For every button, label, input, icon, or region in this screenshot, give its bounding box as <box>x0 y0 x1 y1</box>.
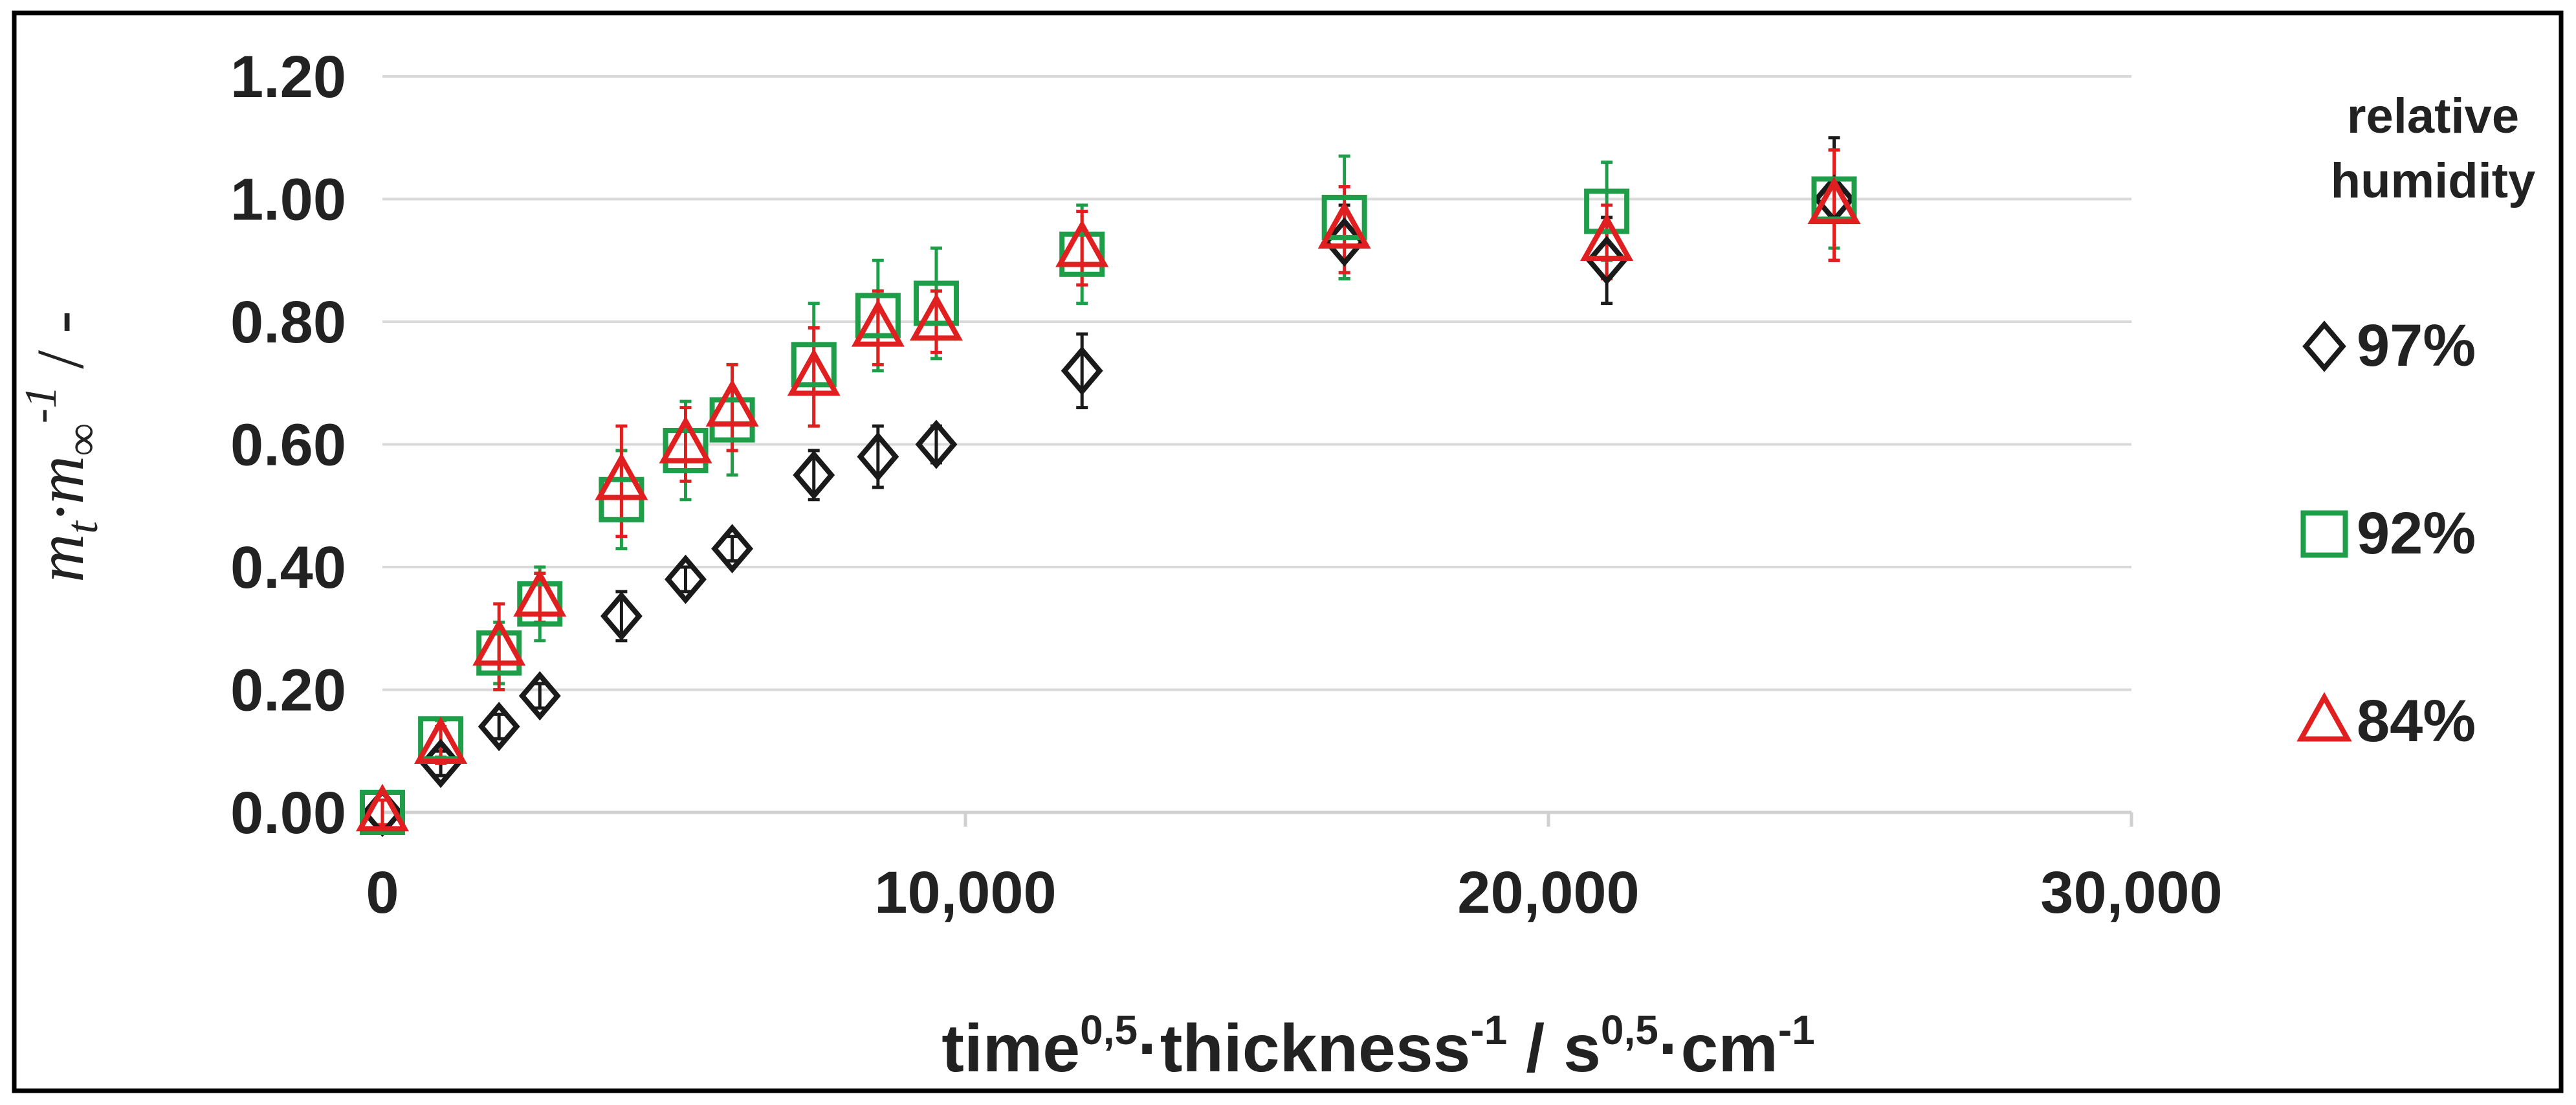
x-axis-title-sup: -1 <box>1470 1007 1507 1053</box>
x-tick-labels: 0 10,000 20,000 30,000 <box>366 860 2222 926</box>
data-markers <box>355 174 1861 838</box>
y-axis-title-part: ·m <box>23 456 98 521</box>
x-tick-label: 30,000 <box>2040 860 2222 926</box>
x-axis-title-sup: 0,5 <box>1601 1007 1658 1053</box>
y-tick-labels: 0.00 0.20 0.40 0.60 0.80 1.00 1.20 <box>230 44 346 846</box>
marker-square-92 <box>476 630 522 676</box>
y-tick-label: 0.80 <box>230 289 346 355</box>
marker-diamond-97 <box>665 554 707 605</box>
chart-frame <box>12 10 2564 1093</box>
marker-square-92 <box>1321 194 1367 240</box>
legend: relative humidity 97% 92% 84% <box>2296 89 2536 754</box>
y-axis-title-sub: ∞ <box>58 423 107 456</box>
y-tick-label: 0.60 <box>230 412 346 478</box>
y-axis-title-sub: t <box>58 520 107 534</box>
y-tick-label: 0.40 <box>230 535 346 601</box>
marker-square-92 <box>1584 188 1630 234</box>
x-tick-label: 0 <box>366 860 399 926</box>
marker-square-92 <box>663 427 709 473</box>
x-tick-label: 10,000 <box>874 860 1056 926</box>
marker-triangle-84 <box>472 618 526 666</box>
legend-title-line-2: humidity <box>2331 153 2536 208</box>
marker-triangle-84 <box>595 452 648 500</box>
y-tick-label: 0.20 <box>230 658 346 724</box>
marker-triangle-84 <box>355 783 410 832</box>
marker-square-92 <box>913 280 959 326</box>
x-axis-title-part: ·cm <box>1658 1011 1778 1086</box>
legend-item-84: 84% <box>2296 688 2476 754</box>
marker-triangle-84 <box>851 299 905 347</box>
y-axis-title-part: / - <box>23 311 98 386</box>
x-tick-label: 20,000 <box>1457 860 1639 926</box>
marker-diamond-97 <box>915 419 958 469</box>
marker-square-92 <box>1059 231 1105 277</box>
legend-title-line-1: relative <box>2347 89 2519 144</box>
legend-item-97: 97% <box>2302 313 2476 379</box>
marker-diamond-97 <box>478 702 520 752</box>
square-icon <box>2300 510 2348 558</box>
legend-label-84: 84% <box>2357 688 2476 754</box>
marker-diamond-97 <box>1061 346 1103 396</box>
marker-square-92 <box>855 293 901 339</box>
y-axis-title: mt·m∞-1 / - <box>16 311 107 582</box>
x-axis-title-part: / s <box>1507 1011 1601 1086</box>
marker-triangle-84 <box>513 569 567 617</box>
x-axis-title-sup: 0,5 <box>1080 1007 1138 1053</box>
marker-triangle-84 <box>909 293 963 341</box>
x-axis-title-sup: -1 <box>1778 1007 1815 1053</box>
marker-square-92 <box>791 342 837 388</box>
x-axis-title-part: ·thickness <box>1138 1011 1470 1086</box>
marker-diamond-97 <box>711 524 754 574</box>
gridlines <box>382 75 2131 691</box>
y-tick-label: 1.20 <box>230 44 346 110</box>
legend-label-92: 92% <box>2357 500 2476 566</box>
x-axis-title: time0,5·thickness-1 / s0,5·cm-1 <box>941 1007 1815 1086</box>
x-axis-title-part: time <box>941 1011 1080 1086</box>
y-axis-title-sup: -1 <box>16 386 66 423</box>
y-tick-label: 0.00 <box>230 780 346 846</box>
legend-label-97: 97% <box>2357 313 2476 379</box>
diamond-icon <box>2302 320 2346 372</box>
triangle-icon <box>2296 692 2352 742</box>
marker-triangle-84 <box>1580 213 1634 262</box>
marker-diamond-97 <box>1585 236 1628 285</box>
marker-triangle-84 <box>659 416 712 463</box>
marker-triangle-84 <box>787 348 841 396</box>
marker-diamond-97 <box>857 432 899 482</box>
marker-diamond-97 <box>518 671 561 721</box>
y-tick-label: 1.00 <box>230 167 346 233</box>
marker-triangle-84 <box>1055 219 1109 267</box>
marker-triangle-84 <box>414 716 468 764</box>
marker-triangle-84 <box>1807 176 1861 225</box>
legend-item-92: 92% <box>2300 500 2476 566</box>
marker-square-92 <box>517 581 563 627</box>
marker-triangle-84 <box>705 379 759 427</box>
y-axis-title-part: m <box>23 534 98 583</box>
marker-triangle-84 <box>1317 201 1371 249</box>
legend-items: 97% 92% 84% <box>2296 313 2476 754</box>
marker-diamond-97 <box>793 450 835 500</box>
marker-diamond-97 <box>600 591 643 641</box>
